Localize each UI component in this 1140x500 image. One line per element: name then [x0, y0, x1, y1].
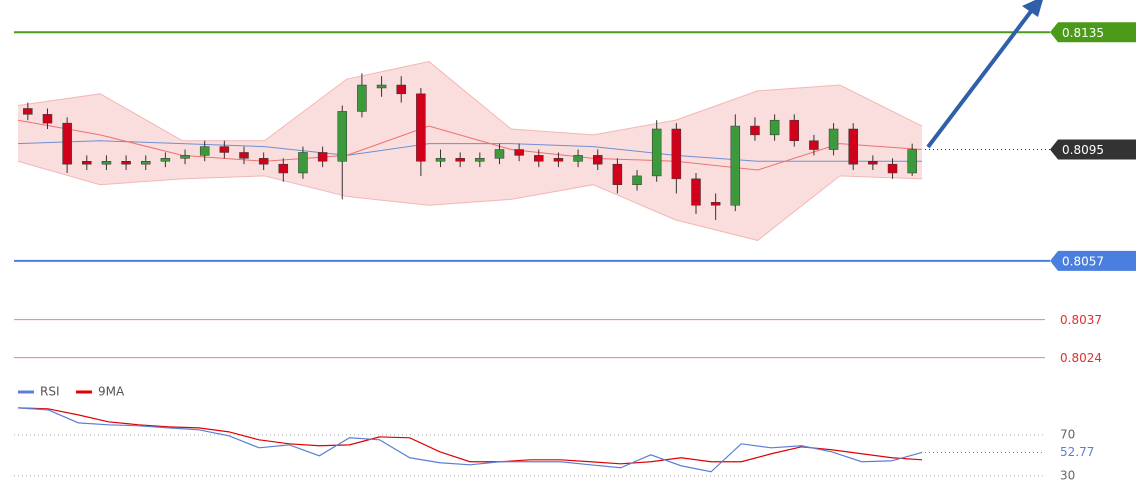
candle-body	[82, 161, 92, 165]
candle-body	[809, 140, 819, 150]
candle-body	[258, 158, 269, 165]
candle-body	[868, 161, 878, 165]
candle-body	[416, 93, 426, 162]
candle-body	[671, 128, 682, 180]
candle-body	[769, 119, 780, 136]
candle-body	[494, 149, 505, 159]
candle-body	[632, 175, 642, 185]
candle-body	[573, 155, 583, 162]
arrow-head	[1022, 0, 1043, 17]
legend-label: RSI	[40, 385, 60, 399]
candle-body	[475, 158, 485, 162]
rsi-line	[17, 407, 923, 473]
candle-body	[121, 161, 131, 165]
candle-body	[376, 84, 387, 89]
candle-body	[612, 163, 623, 185]
candle-body	[337, 111, 348, 162]
y-tick-label: 30	[1060, 468, 1075, 482]
candle-body	[23, 108, 33, 115]
candle-body	[317, 152, 328, 162]
candle-body	[180, 155, 190, 159]
candle-body	[592, 155, 603, 165]
candle-body	[887, 163, 898, 174]
forecast-arrow	[926, 8, 1034, 149]
rsi-panel: 30 70 52.77 RSI 9MA	[14, 385, 1094, 482]
level-label: 0.8057	[1062, 254, 1104, 268]
candle-body	[42, 114, 53, 124]
candle-body	[62, 122, 72, 165]
moving-average	[17, 119, 923, 171]
band-lower	[17, 160, 923, 241]
band-upper	[17, 61, 923, 142]
candle-body	[435, 158, 446, 162]
candle-body	[514, 149, 524, 156]
level-label: 0.8037	[1060, 313, 1102, 327]
candle-body	[848, 128, 858, 165]
candle-body	[160, 158, 171, 162]
candle-body	[691, 178, 701, 206]
candle-body	[278, 163, 289, 174]
candle-body	[710, 202, 721, 206]
candle-body	[239, 152, 249, 159]
moving-average	[17, 140, 922, 162]
candle-body	[651, 128, 662, 177]
y-tick-label: 70	[1060, 427, 1075, 441]
candle-body	[750, 125, 760, 136]
candle-body	[140, 161, 151, 165]
level-badge	[1050, 250, 1136, 271]
candle-body	[907, 149, 917, 174]
level-label: 0.8135	[1062, 26, 1104, 40]
legend-label: 9MA	[98, 385, 125, 399]
current-rsi-label: 52.77	[1060, 445, 1094, 459]
level-badge	[1050, 139, 1136, 160]
level-label: 0.8024	[1060, 351, 1102, 365]
price-panel: 0.8135 0.8095 0.8057 0.8037 0.8024	[14, 22, 1136, 365]
level-label: 0.8095	[1062, 143, 1104, 157]
candle-body	[789, 119, 800, 141]
candle-body	[455, 158, 465, 162]
candle-body	[199, 146, 210, 156]
candle-body	[298, 152, 308, 174]
rsi-line	[17, 407, 923, 465]
candle-body	[219, 146, 230, 153]
candle-body	[730, 125, 741, 206]
candle-body	[101, 161, 112, 165]
candle-body	[553, 158, 564, 162]
candle-body	[357, 84, 367, 112]
candle-body	[534, 155, 544, 162]
candle-body	[396, 84, 406, 95]
level-badge	[1050, 22, 1136, 43]
candle-body	[828, 128, 839, 150]
